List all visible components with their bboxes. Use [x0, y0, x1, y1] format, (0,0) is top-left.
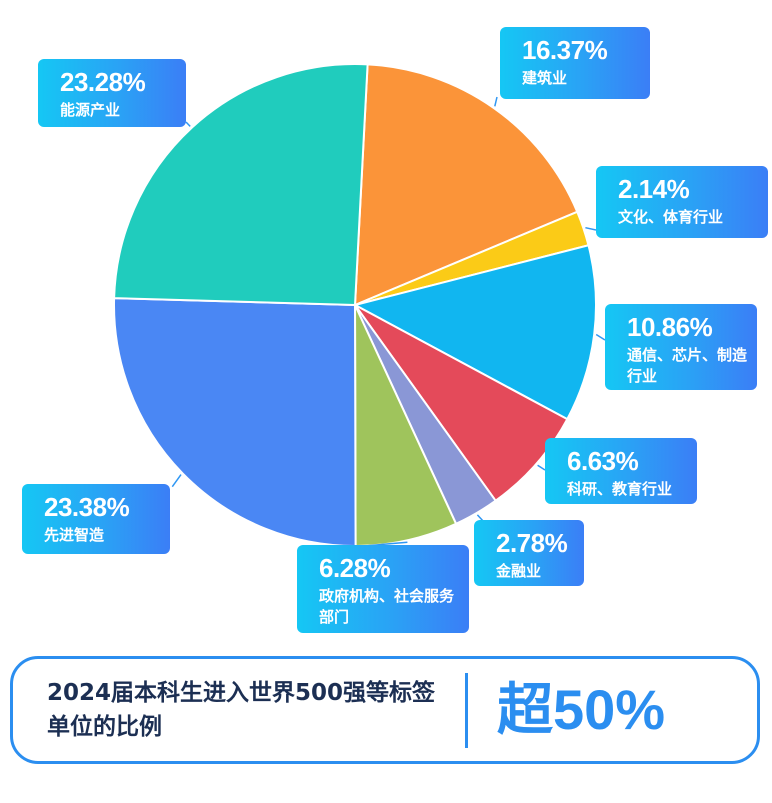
- label-telecom-chip-name: 通信、芯片、制造行业: [627, 346, 748, 385]
- label-culture-sports: 2.14% 文化、体育行业: [596, 166, 768, 238]
- leader-line-energy: [185, 121, 191, 127]
- label-energy-percent: 23.28%: [60, 67, 146, 97]
- label-research-edu-name: 科研、教育行业: [567, 480, 673, 498]
- leader-line-culture-sports: [585, 226, 597, 231]
- summary-highlight: 超50%: [497, 678, 666, 741]
- label-energy-name: 能源产业: [60, 101, 121, 119]
- label-telecom-chip: 10.86% 通信、芯片、制造行业: [605, 304, 757, 390]
- label-telecom-chip-percent: 10.86%: [627, 312, 713, 342]
- label-construction-name: 建筑业: [522, 69, 568, 87]
- leader-line-research-edu: [537, 464, 546, 471]
- label-construction: 16.37% 建筑业: [500, 27, 650, 99]
- label-research-edu: 6.63% 科研、教育行业: [545, 438, 697, 504]
- label-smart-manufacturing-percent: 23.38%: [44, 492, 130, 522]
- pie-slice-telecom-chip: [352, 244, 597, 421]
- label-government-name: 政府机构、社会服务部门: [319, 587, 455, 626]
- label-government-percent: 6.28%: [319, 553, 391, 583]
- label-construction-percent: 16.37%: [522, 35, 608, 65]
- leader-line-smart-manufacturing: [171, 474, 182, 488]
- pie-slice-research-edu: [354, 304, 569, 503]
- label-research-edu-percent: 6.63%: [567, 446, 639, 476]
- pie-slice-construction: [353, 63, 579, 307]
- label-finance-name: 金融业: [496, 562, 542, 580]
- label-finance: 2.78% 金融业: [474, 520, 584, 586]
- summary-divider: [465, 673, 468, 748]
- label-smart-manufacturing-name: 先进智造: [44, 526, 105, 544]
- summary-banner: 2024届本科生进入世界500强等标签单位的比例 超50%: [10, 656, 760, 764]
- pie-slice-energy: [113, 63, 369, 307]
- label-culture-sports-name: 文化、体育行业: [618, 208, 724, 226]
- label-energy: 23.28% 能源产业: [38, 59, 186, 127]
- label-finance-percent: 2.78%: [496, 528, 568, 558]
- pie-slice-smart-manufacturing: [113, 297, 357, 548]
- pie-chart: [113, 63, 606, 549]
- label-smart-manufacturing: 23.38% 先进智造: [22, 484, 170, 554]
- label-culture-sports-percent: 2.14%: [618, 174, 690, 204]
- label-government: 6.28% 政府机构、社会服务部门: [297, 545, 469, 633]
- leader-line-telecom-chip: [595, 333, 606, 341]
- summary-caption: 2024届本科生进入世界500强等标签单位的比例: [47, 680, 436, 740]
- leader-line-construction: [494, 96, 498, 107]
